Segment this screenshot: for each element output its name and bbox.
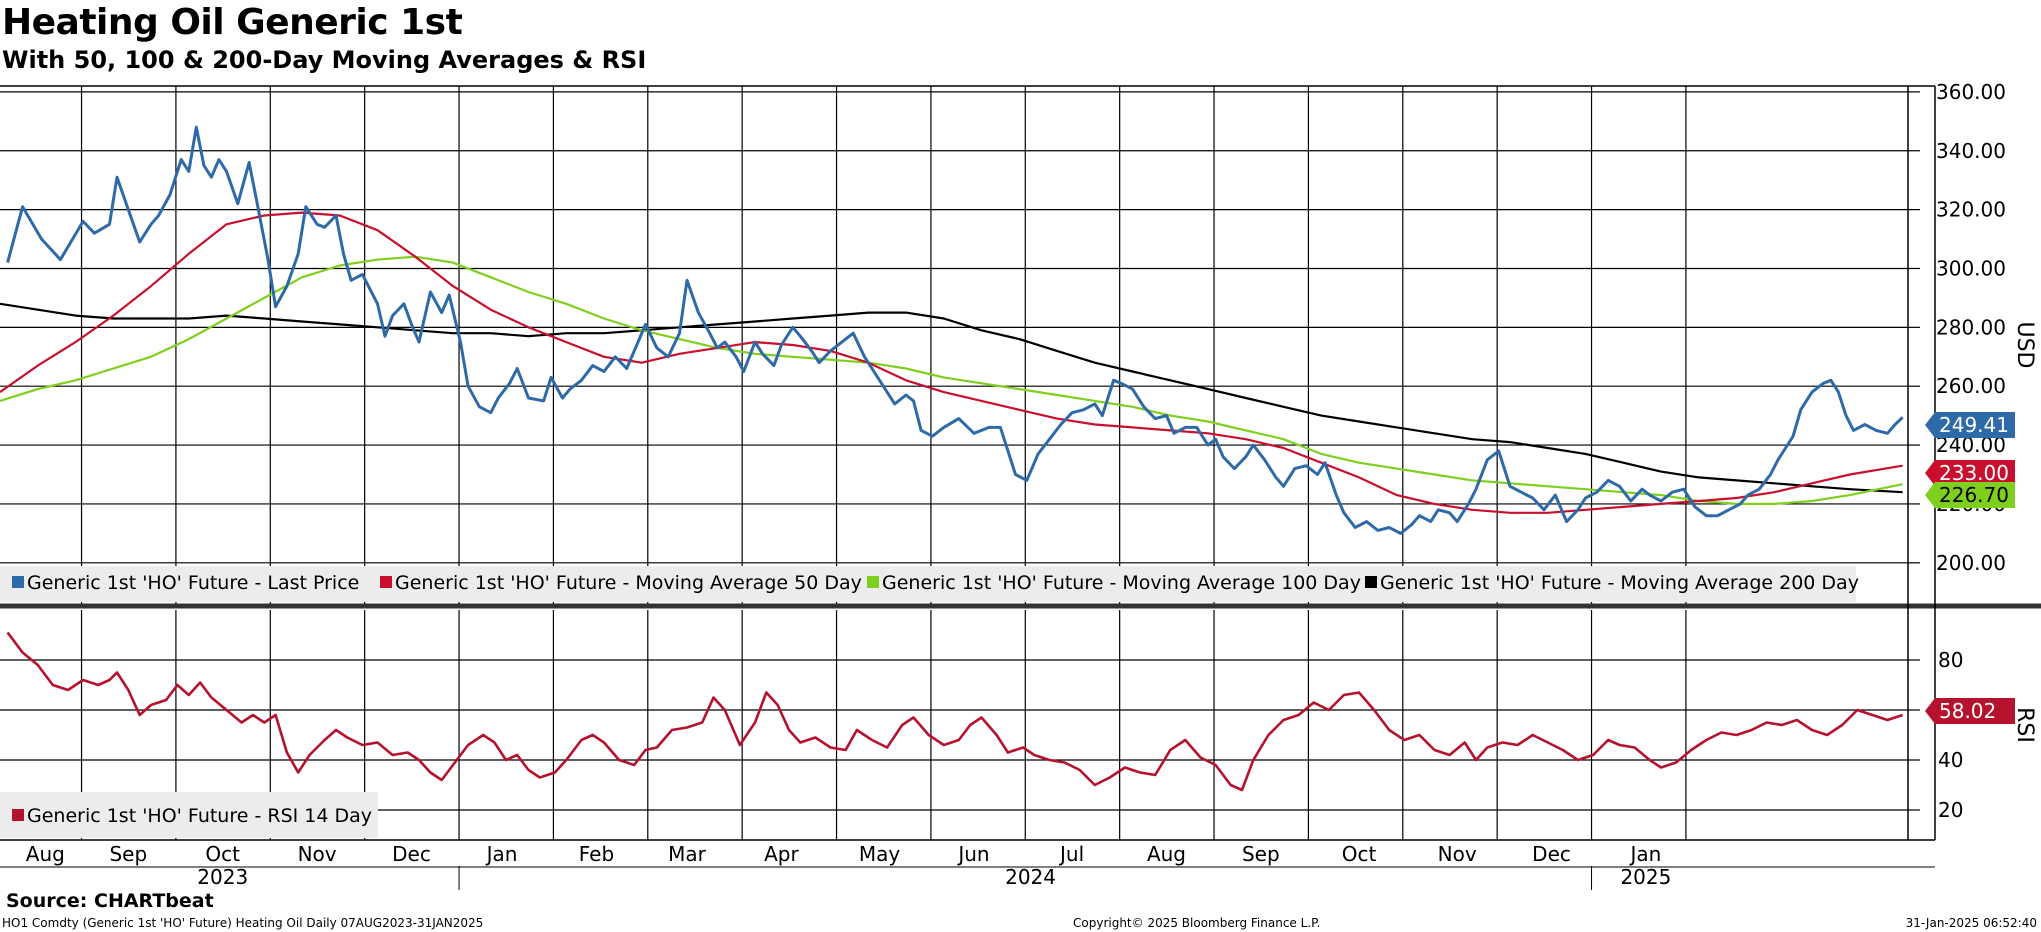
rsi-panel-grid xyxy=(0,610,1908,840)
price-tick-label: 360.00 xyxy=(1936,80,2006,104)
x-month-label: Feb xyxy=(579,842,614,866)
price-tick-label: 260.00 xyxy=(1936,374,2006,398)
x-month-label: Oct xyxy=(1342,842,1377,866)
price-tick-label: 320.00 xyxy=(1936,198,2006,222)
rsi-tag xyxy=(1925,698,2015,724)
series-line-last xyxy=(6,125,1904,535)
legend-label-rsi: Generic 1st 'HO' Future - RSI 14 Day xyxy=(27,805,372,827)
price-panel-grid xyxy=(0,86,1908,604)
footer-ticker: HO1 Comdty (Generic 1st 'HO' Future) Hea… xyxy=(2,916,484,930)
ma50-tag xyxy=(1925,460,2015,486)
legend-swatch-rsi xyxy=(12,809,24,821)
legend-swatch-ma50 xyxy=(380,576,392,588)
x-month-label: Aug xyxy=(1147,842,1186,866)
legend-swatch-ma100 xyxy=(867,576,879,588)
rsi-tag-label: 58.02 xyxy=(1939,699,1996,723)
x-month-label: Aug xyxy=(26,842,65,866)
price-axis-title: USD xyxy=(2012,321,2037,368)
rsi-panel-series xyxy=(6,631,1904,792)
x-month-label: Jan xyxy=(1628,842,1661,866)
price-legend-box xyxy=(0,566,1856,602)
x-month-label: Apr xyxy=(764,842,799,866)
rsi-tick-label: 80 xyxy=(1938,648,1963,672)
ma100-tag-label: 226.70 xyxy=(1939,483,2009,507)
legend-swatch-ma200 xyxy=(1365,576,1377,588)
ma50-tag-label: 233.00 xyxy=(1939,461,2009,485)
rsi-legend-box xyxy=(0,792,378,838)
legend-label-ma200: Generic 1st 'HO' Future - Moving Average… xyxy=(1380,572,1859,594)
x-month-label: Jan xyxy=(485,842,518,866)
x-axis: Aug Sep Oct Nov Dec Jan Feb Mar Apr May Jun Jul Aug S… xyxy=(0,842,1935,890)
x-month-label: Dec xyxy=(392,842,431,866)
legend-label-last: Generic 1st 'HO' Future - Last Price xyxy=(27,572,359,594)
series-line-ma200 xyxy=(0,302,1903,494)
x-month-label: Jul xyxy=(1058,842,1084,866)
legend-label-ma100: Generic 1st 'HO' Future - Moving Average… xyxy=(882,572,1361,594)
x-year-label: 2025 xyxy=(1620,865,1671,889)
legend-swatch-last xyxy=(12,576,24,588)
footer-timestamp: 31-Jan-2025 06:52:40 xyxy=(1905,916,2037,930)
x-month-label: Sep xyxy=(1242,842,1280,866)
x-month-label: Nov xyxy=(298,842,337,866)
chart-title: Heating Oil Generic 1st xyxy=(2,2,463,43)
x-year-label: 2023 xyxy=(197,865,248,889)
rsi-axis-title: RSI xyxy=(2012,707,2037,743)
x-month-label: Dec xyxy=(1532,842,1571,866)
x-month-label: Jun xyxy=(956,842,989,866)
last-price-tag-label: 249.41 xyxy=(1939,413,2009,437)
price-tick-label: 200.00 xyxy=(1936,551,2006,575)
price-panel-series xyxy=(0,125,1904,535)
footer-copyright: Copyright© 2025 Bloomberg Finance L.P. xyxy=(1073,916,1321,930)
price-tick-label: 300.00 xyxy=(1936,256,2006,280)
ma100-tag xyxy=(1925,482,2015,508)
rsi-y-axis: 80604020RSI xyxy=(1908,648,2037,822)
panel-frames xyxy=(0,85,2041,841)
x-year-label: 2024 xyxy=(1005,865,1056,889)
x-month-label: Oct xyxy=(205,842,240,866)
price-tick-label: 340.00 xyxy=(1936,139,2006,163)
x-month-label: Nov xyxy=(1438,842,1477,866)
chart-subtitle: With 50, 100 & 200-Day Moving Averages &… xyxy=(2,46,647,74)
price-tick-label: 280.00 xyxy=(1936,315,2006,339)
source-note: Source: CHARTbeat xyxy=(6,890,214,912)
last-price-tag xyxy=(1925,412,2015,438)
legend-label-ma50: Generic 1st 'HO' Future - Moving Average… xyxy=(395,572,862,594)
price-y-axis: 360.00340.00320.00300.00280.00260.00240.… xyxy=(1908,80,2037,575)
x-month-label: May xyxy=(859,842,901,866)
x-month-label: Mar xyxy=(668,842,707,866)
series-line-ma50 xyxy=(0,211,1903,514)
x-month-label: Sep xyxy=(109,842,147,866)
legends: Generic 1st 'HO' Future - Last Price Gene… xyxy=(0,566,1859,838)
series-line-rsi xyxy=(6,631,1904,792)
rsi-tick-label: 40 xyxy=(1938,748,1963,772)
series-line-ma100 xyxy=(0,255,1903,505)
rsi-tick-label: 20 xyxy=(1938,798,1963,822)
